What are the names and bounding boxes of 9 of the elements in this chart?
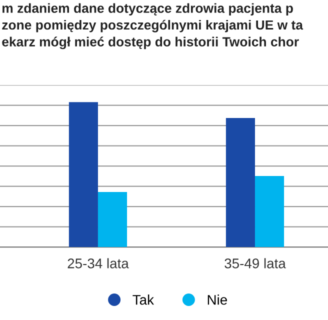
legend-label: Nie [208, 294, 227, 305]
bar [254, 176, 284, 248]
x-tick-label: 25-34 lata [68, 258, 129, 268]
legend-label: Tak [132, 294, 154, 305]
chart-title: m zdaniem dane dotyczące zdrowia pacjenta p zone pomiędzy poszczególnymi krajami UE w ta ekarz mógł mieć dostęp do historii Twoich chor [2, 3, 304, 50]
bar [226, 118, 255, 248]
x-tick-label: 35-49 lata [224, 258, 286, 268]
bar [98, 192, 128, 248]
bar [68, 102, 98, 248]
